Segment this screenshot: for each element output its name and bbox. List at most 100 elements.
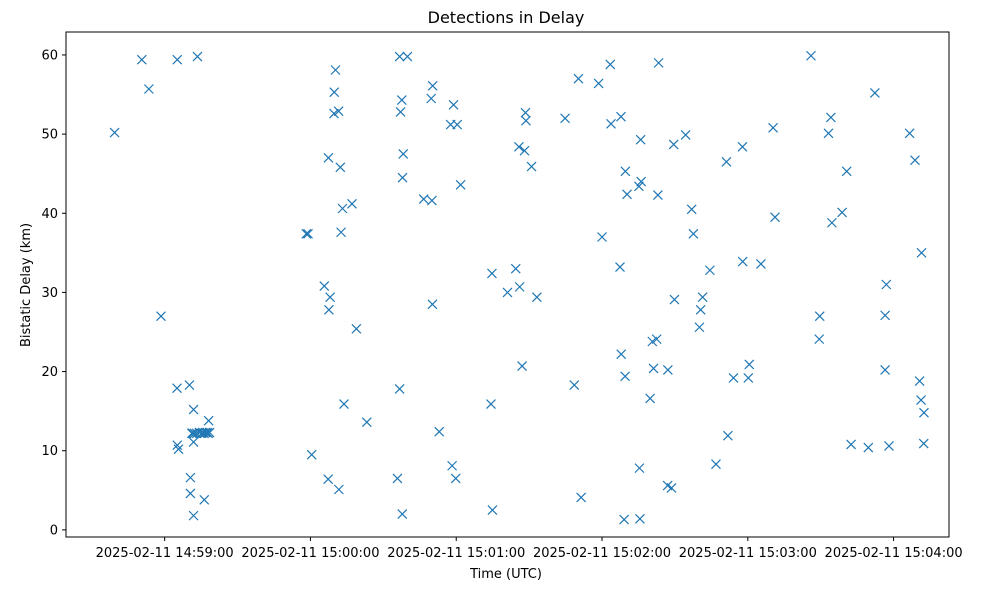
data-point: [768, 122, 779, 133]
data-point: [722, 430, 733, 441]
data-point: [521, 115, 531, 126]
data-point: [448, 99, 459, 110]
data-point: [204, 427, 215, 438]
data-point: [351, 323, 362, 334]
data-point: [634, 181, 644, 192]
data-point: [361, 417, 372, 428]
data-point: [666, 483, 677, 493]
data-point: [486, 399, 496, 409]
data-point: [450, 473, 461, 484]
data-point: [335, 162, 346, 173]
data-point: [398, 148, 409, 159]
data-point: [569, 380, 580, 390]
data-points: [109, 50, 929, 525]
data-point: [184, 380, 195, 390]
data-point: [397, 172, 408, 183]
data-point: [199, 494, 210, 505]
data-point: [916, 395, 926, 405]
data-point: [622, 189, 632, 200]
data-point: [394, 51, 405, 62]
data-point: [426, 93, 437, 104]
data-point: [704, 265, 715, 276]
data-point: [576, 492, 587, 503]
y-axis-ticks: 0 10 20 30 40 50 60: [41, 48, 66, 538]
data-point: [172, 383, 182, 394]
data-point: [560, 113, 571, 124]
data-point: [394, 384, 405, 394]
data-point: [688, 228, 699, 239]
data-point: [397, 509, 408, 519]
data-point: [517, 361, 528, 371]
data-point: [329, 87, 340, 98]
data-point: [823, 128, 834, 139]
data-point: [620, 166, 631, 177]
data-point: [452, 119, 463, 130]
data-point: [616, 111, 626, 122]
data-point: [593, 78, 604, 89]
data-point: [884, 441, 894, 451]
data-point: [881, 279, 892, 290]
y-tick-label: 0: [50, 523, 58, 538]
x-tick-label: 2025-02-11 15:04:00: [825, 546, 963, 561]
data-point: [455, 179, 466, 190]
data-point: [301, 228, 312, 239]
data-point: [185, 488, 196, 499]
data-point: [916, 247, 927, 258]
data-point: [695, 304, 706, 315]
data-point: [863, 442, 874, 453]
data-point: [203, 415, 214, 426]
data-point: [770, 212, 780, 223]
data-point: [502, 287, 513, 298]
data-point: [697, 292, 708, 303]
y-tick-label: 50: [41, 128, 58, 143]
data-point: [188, 404, 199, 415]
data-point: [156, 311, 166, 322]
data-point: [329, 108, 339, 119]
data-point: [814, 334, 825, 345]
data-point: [619, 514, 630, 525]
data-point: [339, 399, 349, 409]
data-point: [662, 365, 673, 375]
data-point: [192, 51, 203, 62]
data-point: [395, 107, 406, 117]
x-axis-ticks: 2025-02-11 14:59:00 2025-02-11 15:00:00 20…: [96, 537, 963, 561]
data-point: [635, 134, 646, 145]
x-tick-label: 2025-02-11 15:00:00: [241, 546, 379, 561]
data-point: [531, 292, 542, 303]
data-point: [918, 438, 929, 449]
data-point: [846, 439, 857, 450]
data-point: [721, 156, 732, 167]
data-point: [914, 376, 925, 386]
y-tick-label: 60: [41, 48, 58, 63]
data-point: [418, 194, 429, 204]
data-point: [513, 141, 524, 152]
data-point: [814, 311, 825, 322]
x-tick-label: 2025-02-11 14:59:00: [96, 546, 234, 561]
data-point: [737, 256, 748, 267]
data-point: [333, 484, 344, 495]
x-axis-label: Time (UTC): [469, 567, 542, 582]
data-point: [744, 359, 755, 370]
data-point: [756, 258, 766, 269]
data-point: [616, 349, 627, 360]
data-point: [743, 372, 754, 383]
x-tick-label: 2025-02-11 15:01:00: [387, 546, 525, 561]
data-point: [869, 88, 880, 98]
data-point: [427, 80, 438, 91]
data-point: [303, 228, 313, 239]
data-point: [653, 57, 664, 68]
data-point: [347, 198, 357, 209]
y-tick-label: 20: [41, 365, 58, 380]
data-point: [841, 166, 852, 177]
data-point: [636, 176, 647, 187]
plot-frame: [65, 31, 950, 538]
data-point: [323, 474, 334, 485]
data-point: [806, 50, 816, 61]
data-point: [487, 268, 497, 279]
y-tick-label: 30: [41, 286, 58, 301]
data-point: [200, 427, 211, 438]
data-point: [109, 127, 120, 138]
data-point: [427, 299, 438, 310]
data-point: [880, 310, 891, 321]
